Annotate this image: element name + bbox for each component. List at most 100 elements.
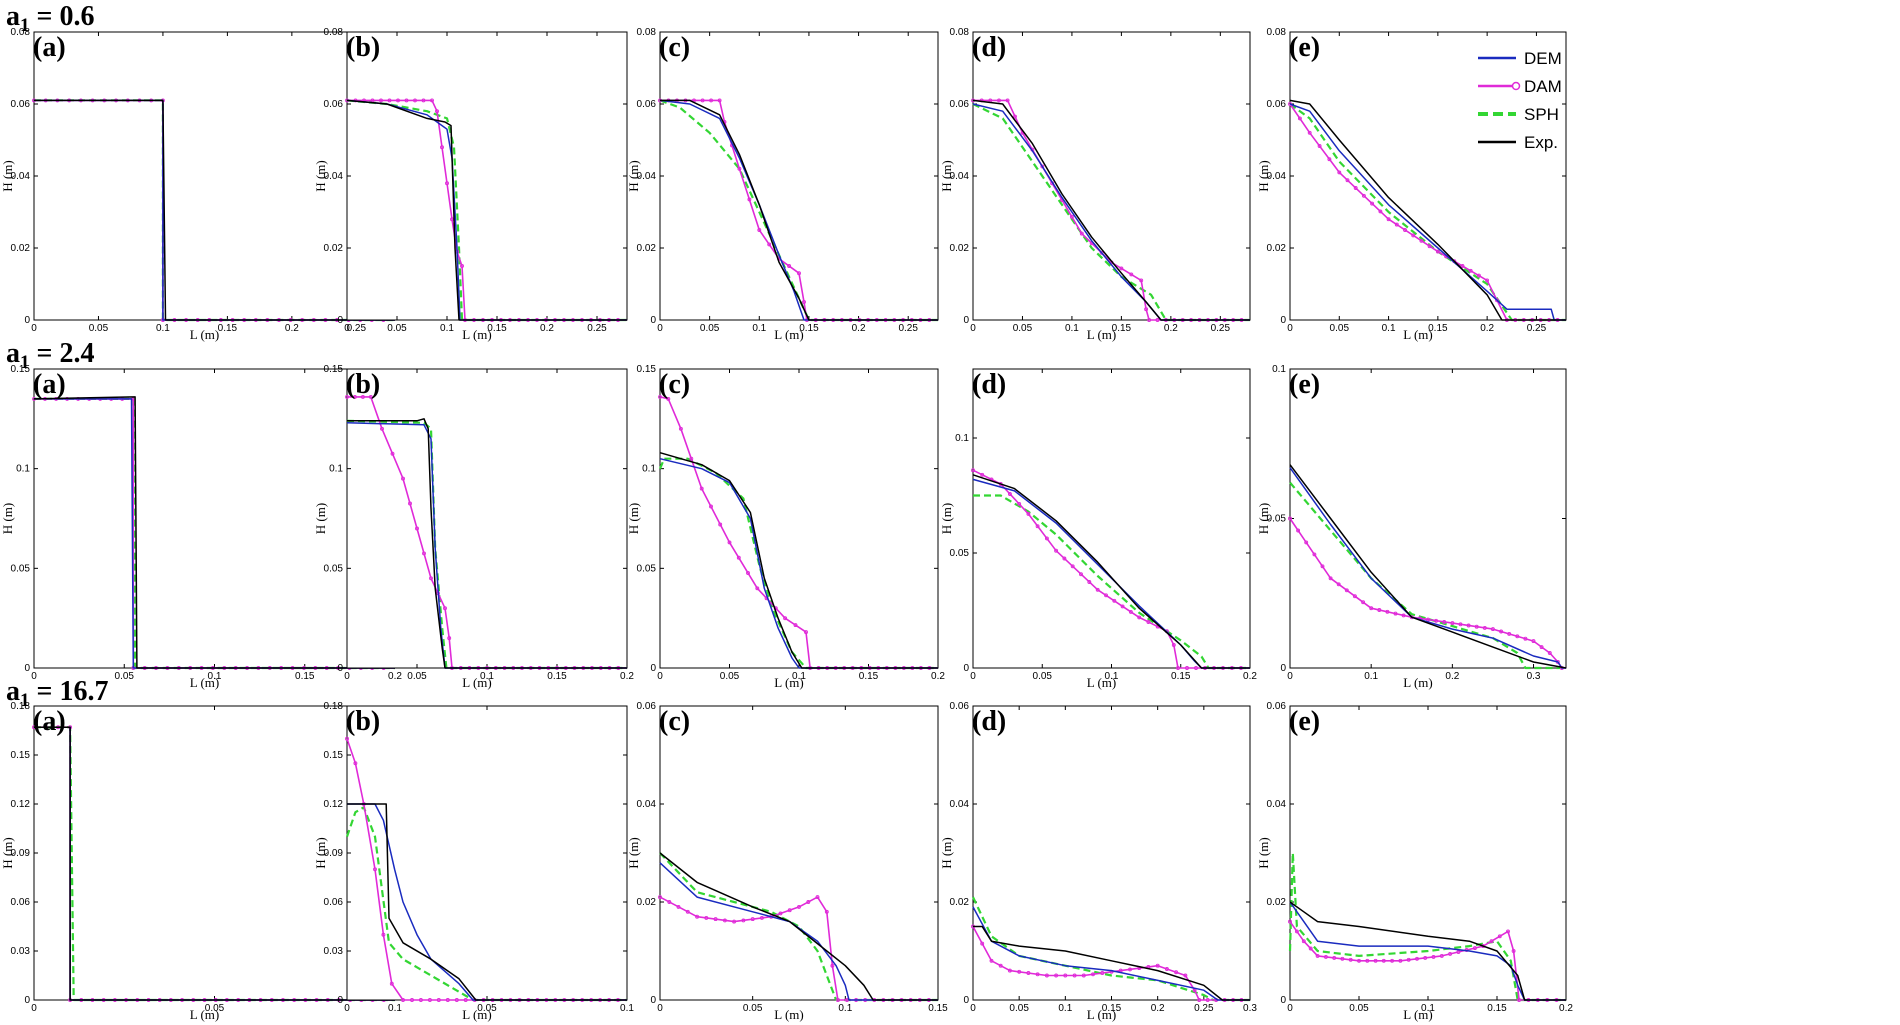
dam-marker	[980, 941, 985, 946]
dam-marker	[1194, 666, 1198, 670]
y-tick-label: 0.08	[324, 27, 344, 38]
plot-frame	[972, 705, 1251, 1001]
dam-marker	[1344, 588, 1349, 593]
y-tick-label: 0	[337, 315, 343, 326]
dam-marker	[1128, 609, 1133, 614]
dam-marker	[1155, 963, 1160, 968]
y-tick-label: 0.04	[1267, 799, 1287, 810]
legend-item-dam: DAM	[1478, 77, 1562, 96]
series-line-exp	[347, 418, 627, 669]
y-tick-label: 0.05	[11, 563, 31, 574]
dam-marker	[1370, 201, 1375, 206]
row-label-3: a1 = 16.7	[6, 676, 108, 711]
dam-marker	[722, 918, 727, 923]
dam-marker	[1377, 608, 1382, 612]
panel-label-c: (c)	[659, 32, 690, 63]
series-line-exp	[660, 99, 938, 321]
y-axis-label: H (m)	[313, 503, 328, 534]
dam-marker	[737, 166, 742, 171]
dam-marker	[1069, 214, 1074, 219]
dam-marker	[401, 998, 405, 1002]
plot-frame	[33, 705, 396, 1001]
dam-marker	[1472, 946, 1477, 951]
dam-marker	[1100, 971, 1105, 975]
dam-marker	[793, 623, 798, 628]
series-line-exp	[347, 803, 627, 1001]
dam-marker	[806, 900, 811, 904]
dam-marker	[381, 932, 386, 937]
y-tick-label: 0.02	[637, 897, 657, 908]
dam-marker	[980, 472, 985, 477]
dam-marker	[1348, 957, 1353, 962]
dam-marker	[1442, 620, 1447, 624]
dam-marker	[418, 998, 423, 1002]
y-axis-label: H (m)	[939, 160, 954, 191]
y-tick-label: 0.06	[11, 897, 31, 908]
x-tick-label: 0.05	[205, 1003, 225, 1014]
x-axis-label: L (m)	[1087, 1007, 1116, 1022]
x-axis-label: L (m)	[1403, 1007, 1432, 1022]
row-label-2: a1 = 2.4	[6, 338, 94, 373]
y-tick-label: 0.02	[950, 897, 970, 908]
series-line-sph	[346, 419, 627, 670]
series-line-dem	[347, 803, 627, 1001]
dam-marker	[1369, 606, 1374, 611]
y-axis-label: H (m)	[0, 837, 15, 868]
dam-marker	[1547, 651, 1552, 655]
dam-marker	[989, 958, 994, 963]
series-line-dam	[347, 396, 627, 669]
y-tick-label: 0.03	[11, 946, 31, 957]
dam-marker	[700, 98, 705, 103]
x-tick-label: 0.2	[285, 323, 299, 334]
y-axis-label: H (m)	[313, 837, 328, 868]
dam-marker	[797, 904, 801, 909]
x-tick-label: 0.2	[931, 671, 945, 682]
dam-marker	[667, 900, 672, 904]
panel-row2-c: 0 0.05 0.1 0.15 0.2 0 0.05 0.1 0.15 L (m) H (m) (c)	[626, 364, 945, 690]
dam-marker	[1044, 536, 1049, 541]
plot-frame	[33, 368, 396, 669]
y-tick-label: 0	[963, 663, 969, 674]
y-tick-label: 0	[337, 995, 343, 1006]
y-tick-label: 0	[1280, 663, 1286, 674]
dam-marker	[1427, 244, 1432, 249]
dam-marker	[370, 98, 375, 103]
dam-marker	[463, 998, 468, 1002]
dam-marker	[1005, 98, 1010, 103]
dam-marker	[345, 736, 349, 741]
dam-marker	[1332, 955, 1337, 960]
panel-row2-a: 0 0.05 0.1 0.15 0.2 0 0.05 0.1 0.15 L (m) H (m) (a)	[0, 364, 402, 690]
y-tick-label: 0.03	[324, 946, 344, 957]
y-axis-label: H (m)	[626, 837, 641, 868]
dam-marker	[1390, 958, 1395, 963]
y-tick-label: 0.06	[11, 99, 31, 110]
x-tick-label: 0.1	[440, 323, 454, 334]
dam-marker	[429, 576, 433, 581]
dam-marker	[1466, 623, 1471, 628]
dam-marker	[658, 394, 662, 399]
y-tick-label: 0.02	[1267, 243, 1287, 254]
dam-marker	[1144, 307, 1149, 312]
series-line-dam	[1289, 103, 1566, 321]
dam-marker	[1345, 178, 1350, 183]
panel-row2-d: 0 0.05 0.1 0.15 0.200.050.1L (m)H (m)(d)	[939, 368, 1257, 690]
dam-marker	[404, 98, 409, 103]
dam-marker	[1474, 624, 1479, 629]
y-tick-label: 0.09	[324, 848, 344, 859]
series-line-sph	[1289, 103, 1566, 322]
y-tick-label: 0.15	[11, 750, 31, 761]
dam-marker	[1317, 144, 1322, 148]
y-tick-label: 0	[1280, 315, 1286, 326]
dam-marker	[1128, 967, 1132, 972]
y-tick-label: 0.1	[329, 464, 343, 475]
dam-marker	[1017, 969, 1022, 974]
dam-marker	[747, 197, 752, 202]
x-tick-label: 0.15	[1487, 1003, 1507, 1014]
series-line-dam	[346, 738, 627, 1001]
y-tick-label: 0.06	[1267, 701, 1287, 712]
dam-marker	[373, 867, 377, 872]
series-line-dam	[972, 926, 1250, 1001]
series-line-dem	[1289, 467, 1566, 669]
dam-marker	[1139, 278, 1144, 283]
